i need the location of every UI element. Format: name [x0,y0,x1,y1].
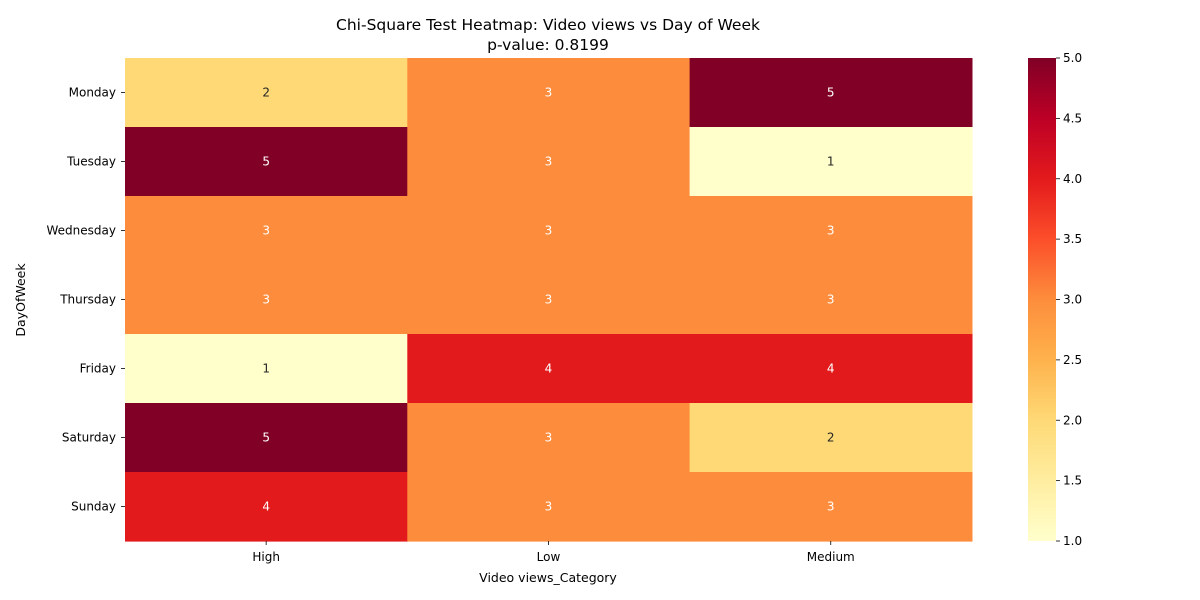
colorbar-tick-label: 4.5 [1063,111,1082,125]
colorbar-tick-label: 3.0 [1063,293,1082,307]
cell-value-label: 3 [827,224,835,238]
heatmap-cell [125,58,408,128]
heatmap-cell [689,403,973,473]
y-tick-label: Tuesday [66,155,116,169]
heatmap-cell [125,334,408,404]
y-tick-label: Friday [80,362,116,376]
heatmap-cell-labels: 2 3 5 5 3 1 3 3 3 3 3 3 1 4 4 5 3 2 4 3 3 [262,86,834,514]
cell-value-label: 5 [262,155,270,169]
cell-value-label: 5 [827,86,835,100]
heatmap-cell [407,334,691,404]
cell-value-label: 2 [827,431,835,445]
cell-value-label: 3 [827,293,835,307]
y-tick-label: Thursday [59,293,116,307]
y-tick-label: Saturday [62,431,116,445]
heatmap-cells [125,58,973,542]
heatmap-cell [689,127,973,197]
cell-value-label: 5 [262,431,270,445]
cell-value-label: 3 [545,224,553,238]
heatmap-cell [407,196,691,266]
heatmap-cell [689,334,973,404]
heatmap-cell [125,403,408,473]
cell-value-label: 2 [262,86,270,100]
colorbar-tick-label: 3.5 [1063,232,1082,246]
cell-value-label: 1 [827,155,835,169]
heatmap-cell [125,265,408,335]
cell-value-label: 1 [262,362,270,376]
cell-value-label: 4 [262,500,270,514]
cell-value-label: 3 [545,293,553,307]
heatmap-cell [689,58,973,128]
heatmap-cell [125,472,408,542]
heatmap-cell [125,127,408,197]
colorbar-tick-label: 4.0 [1063,172,1082,186]
colorbar-tick-label: 5.0 [1063,51,1082,65]
cell-value-label: 3 [545,86,553,100]
heatmap-cell [689,196,973,266]
cell-value-label: 3 [262,224,270,238]
heatmap-cell [407,472,691,542]
x-tick-label: Low [537,550,561,564]
cell-value-label: 3 [545,155,553,169]
colorbar-tick-label: 2.0 [1063,413,1082,427]
chart-title: Chi-Square Test Heatmap: Video views vs … [336,16,760,34]
y-tick-label: Wednesday [47,224,116,238]
y-tick-label: Sunday [71,500,116,514]
x-axis-ticks: High Low Medium [252,541,855,564]
y-tick-label: Monday [69,86,116,100]
heatmap-cell [689,265,973,335]
heatmap-cell [407,127,691,197]
heatmap-cell [689,472,973,542]
colorbar-tick-label: 1.5 [1063,474,1082,488]
cell-value-label: 4 [545,362,553,376]
chart-subtitle: p-value: 0.8199 [487,36,609,54]
colorbar-tick-label: 1.0 [1063,534,1082,548]
x-axis-label: Video views_Category [479,570,617,585]
cell-value-label: 3 [262,293,270,307]
heatmap-cell [125,196,408,266]
heatmap-cell [407,403,691,473]
heatmap-cell [407,265,691,335]
colorbar-ticks: 1.0 1.5 2.0 2.5 3.0 3.5 4.0 4.5 5.0 [1056,51,1082,548]
cell-value-label: 3 [545,431,553,445]
heatmap-cell [407,58,691,128]
colorbar-tick-label: 2.5 [1063,353,1082,367]
y-axis-label: DayOfWeek [13,263,28,337]
x-tick-label: Medium [807,550,855,564]
cell-value-label: 3 [827,500,835,514]
x-tick-label: High [252,550,280,564]
colorbar [1028,58,1056,541]
cell-value-label: 3 [545,500,553,514]
y-axis-ticks: Monday Tuesday Wednesday Thursday Friday Satu… [47,86,125,514]
cell-value-label: 4 [827,362,835,376]
